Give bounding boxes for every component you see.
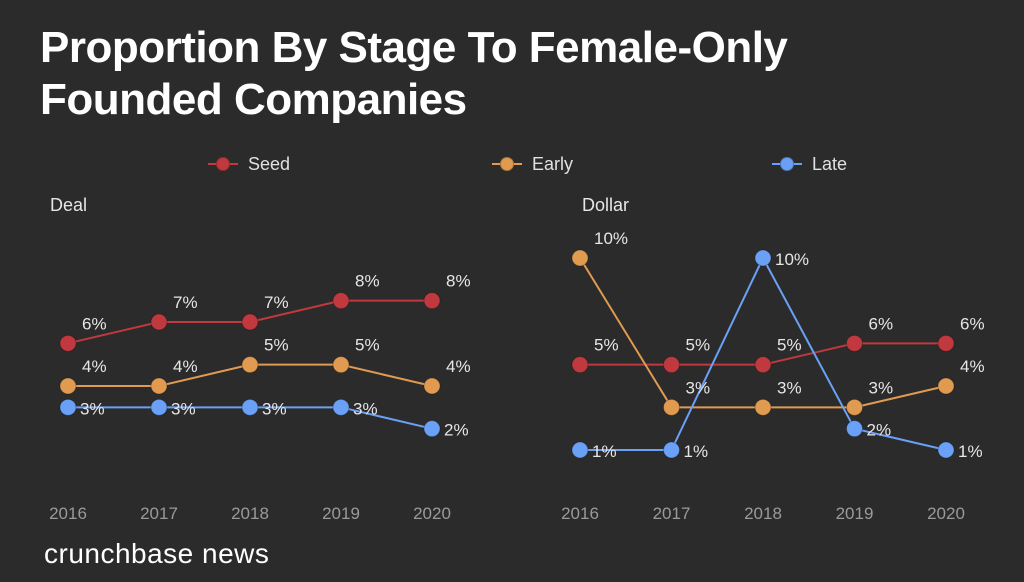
legend-seed-marker xyxy=(208,150,238,178)
deal-seed-label-2019: 8% xyxy=(355,272,380,291)
dollar-x-tick-2019: 2019 xyxy=(836,504,874,523)
deal-late-label-2020: 2% xyxy=(444,421,469,440)
deal-seed-point-2019 xyxy=(332,292,350,310)
deal-early-label-2020: 4% xyxy=(446,357,471,376)
legend: Seed Early Late xyxy=(0,150,1024,178)
dollar-early-label-2018: 3% xyxy=(777,378,802,397)
deal-x-tick-2019: 2019 xyxy=(322,504,360,523)
dollar-seed-point-2020 xyxy=(937,334,955,352)
deal-early-label-2017: 4% xyxy=(173,357,198,376)
deal-seed-point-2020 xyxy=(423,292,441,310)
legend-item-early[interactable]: Early xyxy=(492,150,573,178)
dollar-early-point-2017 xyxy=(663,398,680,416)
dollar-seed-point-2019 xyxy=(846,334,863,352)
dollar-seed-point-2018 xyxy=(754,356,772,374)
deal-late-point-2019 xyxy=(332,398,350,416)
dollar-late-label-2018: 10% xyxy=(775,250,809,269)
deal-early-point-2016 xyxy=(59,377,77,395)
dollar-x-tick-2020: 2020 xyxy=(927,504,965,523)
dollar-seed-label-2019: 6% xyxy=(869,314,894,333)
dollar-late-point-2019 xyxy=(846,420,863,438)
dollar-early-point-2018 xyxy=(754,398,772,416)
dollar-late-point-2020 xyxy=(937,441,955,459)
legend-early-label: Early xyxy=(532,153,574,174)
crunchbase-news-logo: crunchbase news xyxy=(44,538,270,569)
deal-seed-point-2016 xyxy=(59,334,77,352)
dollar-seed-label-2018: 5% xyxy=(777,336,802,355)
dollar-late-point-2016 xyxy=(571,441,589,459)
deal-early-point-2017 xyxy=(150,377,168,395)
legend-seed-label: Seed xyxy=(248,153,291,174)
deal-seed-label-2018: 7% xyxy=(264,293,289,312)
deal-early-label-2016: 4% xyxy=(82,357,107,376)
deal-early-point-2019 xyxy=(332,356,350,374)
dollar-early-label-2019: 3% xyxy=(869,378,894,397)
dollar-late-point-2017 xyxy=(663,441,680,459)
deal-late-label-2017: 3% xyxy=(171,399,196,418)
deal-late-point-2017 xyxy=(150,398,168,416)
dollar-x-tick-2018: 2018 xyxy=(744,504,782,523)
deal-panel-title: Deal xyxy=(50,195,88,215)
deal-late-point-2016 xyxy=(59,398,77,416)
legend-early-marker xyxy=(492,150,522,178)
dollar-late-label-2020: 1% xyxy=(958,442,983,461)
dollar-x-tick-2016: 2016 xyxy=(561,504,599,523)
legend-early-dot xyxy=(500,157,514,171)
dollar-late-label-2016: 1% xyxy=(592,442,617,461)
deal-seed-label-2017: 7% xyxy=(173,293,198,312)
deal-late-label-2016: 3% xyxy=(80,399,105,418)
legend-seed-dot xyxy=(216,157,230,171)
legend-late-dot xyxy=(780,157,794,171)
deal-late-label-2019: 3% xyxy=(353,399,378,418)
deal-seed-point-2018 xyxy=(241,313,259,331)
dollar-early-label-2017: 3% xyxy=(686,378,711,397)
dollar-seed-label-2016: 5% xyxy=(594,336,619,355)
deal-x-tick-2016: 2016 xyxy=(49,504,87,523)
dollar-seed-point-2017 xyxy=(663,356,680,374)
deal-x-tick-2017: 2017 xyxy=(140,504,178,523)
dollar-late-label-2019: 2% xyxy=(867,421,892,440)
deal-seed-point-2017 xyxy=(150,313,168,331)
deal-late-point-2020 xyxy=(423,420,441,438)
deal-late-label-2018: 3% xyxy=(262,399,287,418)
chart-title: Proportion By Stage To Female-Only Found… xyxy=(40,22,1000,126)
title-line-1: Proportion By Stage To Female-Only xyxy=(40,23,788,72)
deal-early-label-2018: 5% xyxy=(264,336,289,355)
deal-late-point-2018 xyxy=(241,398,259,416)
legend-item-late[interactable]: Late xyxy=(772,150,847,178)
dollar-late-label-2017: 1% xyxy=(684,442,709,461)
dollar-panel-title: Dollar xyxy=(582,195,630,215)
deal-seed-label-2020: 8% xyxy=(446,272,471,291)
deal-early-label-2019: 5% xyxy=(355,336,380,355)
dollar-early-point-2016 xyxy=(571,249,589,267)
dollar-late-line xyxy=(580,255,947,451)
dollar-seed-point-2016 xyxy=(571,356,589,374)
deal-early-point-2018 xyxy=(241,356,259,374)
dollar-early-point-2020 xyxy=(937,377,955,395)
deal-x-tick-2020: 2020 xyxy=(413,504,451,523)
title-line-2: Founded Companies xyxy=(40,75,467,124)
dollar-early-label-2020: 4% xyxy=(960,357,985,376)
dollar-seed-label-2020: 6% xyxy=(960,314,985,333)
deal-seed-label-2016: 6% xyxy=(82,314,107,333)
dollar-x-tick-2017: 2017 xyxy=(653,504,691,523)
deal-early-point-2020 xyxy=(423,377,441,395)
dollar-early-point-2019 xyxy=(846,398,863,416)
legend-late-label: Late xyxy=(812,153,848,174)
dollar-late-point-2018 xyxy=(754,249,772,267)
legend-late-marker xyxy=(772,150,802,178)
dollar-seed-label-2017: 5% xyxy=(686,336,711,355)
dollar-early-label-2016: 10% xyxy=(594,229,628,248)
legend-item-seed[interactable]: Seed xyxy=(208,150,290,178)
deal-x-tick-2018: 2018 xyxy=(231,504,269,523)
